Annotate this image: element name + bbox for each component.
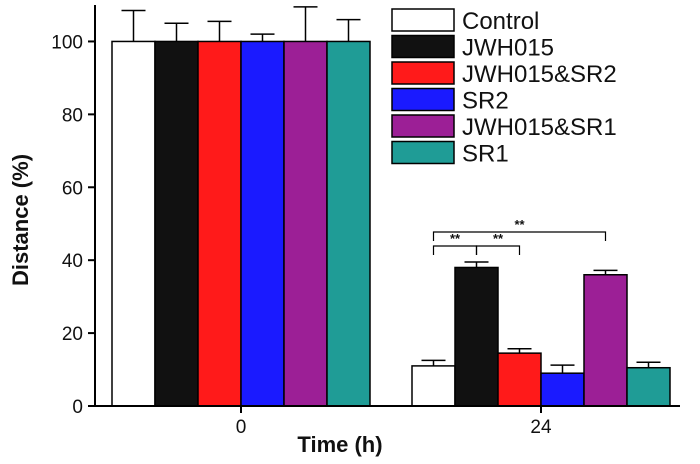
bar-control-24 bbox=[411, 365, 456, 407]
x-axis-title: Time (h) bbox=[297, 432, 382, 457]
significance-layer: ** ** ** bbox=[432, 217, 607, 255]
bar-sr1-0 bbox=[326, 40, 371, 407]
bar-sr2-0 bbox=[240, 40, 285, 407]
axes-layer bbox=[94, 5, 680, 407]
legend-swatch-jwh015-and-sr1 bbox=[391, 114, 455, 138]
legend-label-sr1: SR1 bbox=[462, 141, 509, 168]
y-tick-label-0: 0 bbox=[72, 397, 83, 418]
significance-label-2: ** bbox=[493, 231, 504, 246]
y-tick-label-60: 60 bbox=[62, 178, 83, 199]
legend-swatch-sr1 bbox=[391, 140, 455, 165]
bars-layer bbox=[111, 40, 671, 407]
legend-label-control: Control bbox=[462, 8, 539, 35]
bar-jwh015-and-sr2-0 bbox=[197, 40, 242, 407]
y-tick-label-20: 20 bbox=[62, 324, 83, 345]
legend-swatch-jwh015-and-sr2 bbox=[391, 61, 455, 85]
bar-jwh015-and-sr1-0 bbox=[283, 40, 328, 407]
x-tick-label-24: 24 bbox=[530, 417, 552, 438]
bar-jwh015-0 bbox=[154, 40, 199, 407]
legend-swatch-sr2 bbox=[391, 87, 455, 112]
legend-swatch-control bbox=[391, 8, 455, 32]
legend-swatch-jwh015 bbox=[391, 34, 455, 59]
bar-sr1-24 bbox=[626, 366, 671, 407]
bar-jwh015-24 bbox=[454, 266, 499, 407]
legend-label-jwh015: JWH015 bbox=[462, 35, 554, 62]
error-bars-layer bbox=[121, 6, 661, 374]
significance-label-3: ** bbox=[514, 217, 525, 232]
bar-jwh015-and-sr2-24 bbox=[497, 352, 542, 407]
ticks-layer: 0 20 40 60 80 100 0 24 bbox=[51, 32, 552, 438]
bar-sr2-24 bbox=[540, 372, 585, 407]
bar-control-0 bbox=[111, 40, 156, 407]
y-tick-label-80: 80 bbox=[62, 105, 83, 126]
significance-label-1: ** bbox=[450, 231, 461, 246]
bar-jwh015-and-sr1-24 bbox=[583, 274, 628, 407]
legend-label-jwh015-and-sr2: JWH015&SR2 bbox=[462, 61, 617, 88]
x-tick-label-0: 0 bbox=[236, 417, 247, 438]
legend-label-sr2: SR2 bbox=[462, 88, 509, 115]
y-tick-label-40: 40 bbox=[62, 251, 83, 272]
significance-bracket-2 bbox=[475, 245, 521, 255]
y-tick-label-100: 100 bbox=[51, 32, 83, 53]
y-axis-title: Distance (%) bbox=[8, 154, 33, 286]
significance-bracket-3 bbox=[432, 231, 607, 241]
legend-label-jwh015-and-sr1: JWH015&SR1 bbox=[462, 114, 617, 141]
significance-bracket-1 bbox=[432, 245, 478, 255]
